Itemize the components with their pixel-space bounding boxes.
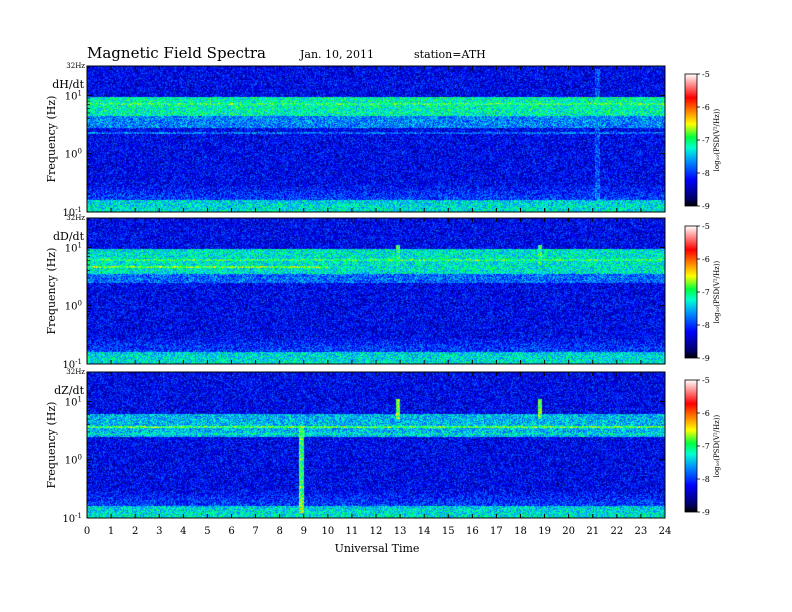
colorbar-tick-label: -6: [702, 103, 710, 112]
panel-component-label: dH/dt: [52, 78, 84, 91]
y-tick-label: 10-1: [62, 206, 82, 219]
y-tick-label: 101: [65, 241, 82, 254]
x-tick-label: 1: [108, 526, 114, 537]
x-tick-label: 19: [538, 526, 551, 537]
x-tick-label: 16: [466, 526, 479, 537]
colorbar-label: log₁₀(PSD(V²/Hz)): [713, 414, 721, 477]
colorbar-tick-label: -6: [702, 255, 710, 264]
station-label: station=ATH: [414, 48, 486, 61]
x-tick-label: 24: [659, 526, 672, 537]
x-tick-label: 18: [514, 526, 527, 537]
spectrogram-panel-dH-dt: dH/dt 32Hz 101 100 10-1 Frequency (Hz) -5 -6 -7 -…: [45, 62, 721, 219]
x-tick-label: 8: [276, 526, 282, 537]
colorbar-tick-label: -5: [702, 376, 710, 385]
colorbar-tick-label: -8: [702, 169, 710, 178]
x-tick-label: 3: [156, 526, 162, 537]
y-top-label: 32Hz: [66, 368, 85, 376]
x-tick-label: 20: [562, 526, 575, 537]
x-tick-label: 22: [610, 526, 623, 537]
colorbar-label: log₁₀(PSD(V²/Hz)): [713, 108, 721, 171]
x-tick-label: 9: [301, 526, 307, 537]
x-tick-label: 0: [84, 526, 90, 537]
date-label: Jan. 10, 2011: [299, 48, 374, 61]
panel-component-label: dD/dt: [53, 230, 85, 243]
spectrogram-raster: [87, 66, 665, 212]
colorbar: [684, 379, 698, 513]
colorbar-tick-label: -5: [702, 222, 710, 231]
x-tick-label: 7: [252, 526, 258, 537]
x-tick-label: 4: [180, 526, 186, 537]
colorbar-tick-label: -8: [702, 321, 710, 330]
y-tick-label: 10-1: [62, 512, 82, 525]
y-axis-label: Frequency (Hz): [45, 402, 58, 489]
y-tick-label: 100: [65, 148, 82, 161]
x-tick-label: 14: [418, 526, 431, 537]
colorbar-tick-label: -7: [702, 136, 710, 145]
spectrogram-raster: [87, 372, 665, 518]
colorbar-tick-label: -9: [702, 354, 710, 363]
y-tick-label: 100: [65, 300, 82, 313]
colorbar-tick-label: -8: [702, 475, 710, 484]
panel-component-label: dZ/dt: [54, 384, 84, 397]
colorbar-tick-label: -5: [702, 70, 710, 79]
y-tick-label: 10-1: [62, 358, 82, 371]
colorbar-tick-label: -7: [702, 442, 710, 451]
figure-title: Magnetic Field Spectra: [87, 44, 266, 62]
y-tick-label: 100: [65, 454, 82, 467]
x-axis-label: Universal Time: [335, 542, 420, 555]
y-tick-label: 101: [65, 89, 82, 102]
x-tick-label: 11: [346, 526, 359, 537]
colorbar-label: log₁₀(PSD(V²/Hz)): [713, 260, 721, 323]
x-tick-label: 10: [321, 526, 334, 537]
colorbar: [684, 73, 698, 207]
x-tick-label: 2: [132, 526, 138, 537]
x-tick-label: 13: [394, 526, 407, 537]
colorbar-tick-label: -9: [702, 202, 710, 211]
x-tick-label: 6: [228, 526, 234, 537]
spectrogram-raster: [87, 218, 665, 364]
y-tick-label: 101: [65, 395, 82, 408]
colorbar-tick-label: -9: [702, 508, 710, 517]
x-tick-label: 23: [635, 526, 648, 537]
colorbar: [684, 225, 698, 359]
x-tick-label: 5: [204, 526, 210, 537]
spectrogram-panel-dD-dt: dD/dt 32Hz 101 100 10-1 Frequency (Hz) -5 -6 -7 -…: [45, 214, 721, 371]
x-tick-label: 21: [586, 526, 599, 537]
y-top-label: 32Hz: [66, 62, 85, 70]
x-tick-labels: 0 1 2 3 4 5 6 7 8 9 10 11 12 13 14 15 16 17 18 19 20 21 22 23 24: [84, 526, 672, 537]
y-top-label: 32Hz: [66, 214, 85, 222]
y-axis-label: Frequency (Hz): [45, 96, 58, 183]
x-tick-label: 17: [490, 526, 503, 537]
x-tick-label: 15: [442, 526, 455, 537]
y-axis-label: Frequency (Hz): [45, 248, 58, 335]
colorbar-tick-label: -7: [702, 288, 710, 297]
colorbar-tick-label: -6: [702, 409, 710, 418]
x-tick-label: 12: [370, 526, 383, 537]
spectrogram-panel-dZ-dt: dZ/dt 32Hz 101 100 10-1 Frequency (Hz) -5 -6 -7 -…: [45, 368, 721, 525]
